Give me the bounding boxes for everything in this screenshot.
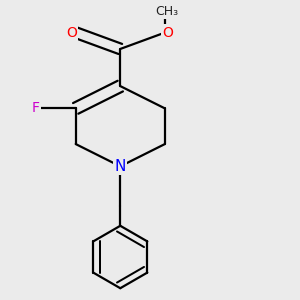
Text: O: O [162, 26, 173, 40]
Text: N: N [115, 159, 126, 174]
Text: F: F [32, 101, 40, 116]
Text: CH₃: CH₃ [155, 5, 178, 18]
Text: O: O [66, 26, 77, 40]
